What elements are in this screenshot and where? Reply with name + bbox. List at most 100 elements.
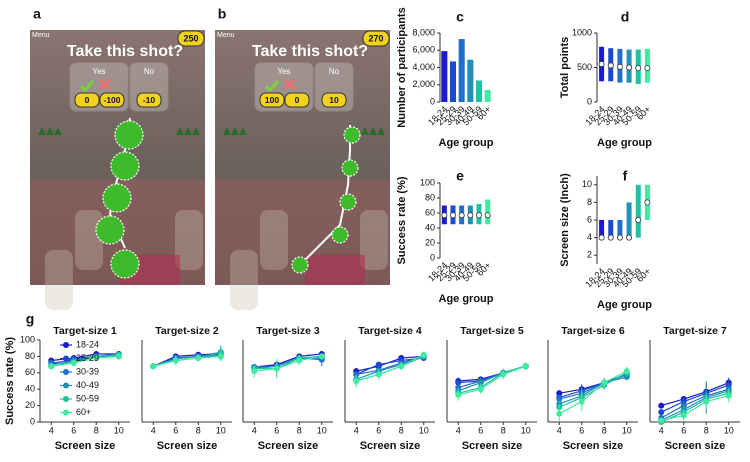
no-label: No <box>144 67 155 76</box>
y-tick-label: 4,000 <box>412 62 435 72</box>
target <box>110 151 140 181</box>
x-tick-label: 8 <box>196 425 201 435</box>
legend-label: 18-24 <box>76 339 99 349</box>
background-shape <box>75 210 103 270</box>
y-axis-label: Success rate (%) <box>396 176 408 264</box>
median <box>598 234 605 241</box>
background-shape <box>260 210 288 270</box>
point <box>556 410 563 417</box>
x-tick-label: 4 <box>252 425 257 435</box>
point <box>398 363 405 370</box>
points-badge <box>362 30 390 47</box>
point <box>455 379 462 386</box>
median <box>484 212 491 219</box>
point <box>70 359 77 366</box>
y-tick-label: 0 <box>30 416 35 426</box>
point <box>48 363 55 370</box>
x-tick-label: 8 <box>94 425 99 435</box>
point <box>115 353 122 360</box>
bar <box>467 59 474 102</box>
series-line <box>660 384 729 413</box>
point <box>420 351 427 358</box>
point <box>375 371 382 378</box>
value-badge <box>284 92 310 108</box>
point <box>195 355 202 362</box>
y-tick-label: 10 <box>582 179 592 189</box>
point <box>296 357 303 364</box>
goal <box>305 255 365 285</box>
x-tick-label: 4 <box>354 425 359 435</box>
point <box>658 409 665 416</box>
x-tick-label: 8 <box>297 425 302 435</box>
bar <box>458 39 465 102</box>
series-line <box>661 382 729 407</box>
x-tick-label: 6 <box>681 425 686 435</box>
legend-marker <box>63 396 69 402</box>
x-axis-label: Age group <box>439 293 494 305</box>
target <box>331 226 349 244</box>
check-icon <box>264 80 280 93</box>
point <box>658 417 665 424</box>
y-tick-label: 500 <box>577 62 592 72</box>
value: 0 <box>295 95 300 105</box>
point <box>500 371 507 378</box>
range-bar <box>608 220 614 238</box>
target <box>341 159 359 177</box>
x-tick-label: 4 <box>557 425 562 435</box>
x-tick-label: 6 <box>71 425 76 435</box>
median <box>626 234 633 241</box>
x-axis-label: Screen size <box>462 440 523 452</box>
range-bar <box>635 184 641 238</box>
median <box>635 216 642 223</box>
value-badge <box>259 92 285 108</box>
chart-title: Target-size 6 <box>561 325 625 337</box>
tree <box>192 127 200 135</box>
no-label: No <box>329 67 340 76</box>
series-line <box>559 376 627 400</box>
legend-label: 30-39 <box>76 366 99 376</box>
value-badge <box>74 92 100 108</box>
points: 270 <box>368 33 383 43</box>
series-line <box>661 395 729 421</box>
prompt: Take this shot? <box>67 43 183 60</box>
point <box>375 361 382 368</box>
median <box>458 212 465 219</box>
x-tick-label: 10 <box>216 425 226 435</box>
chart-title: Target-size 3 <box>256 325 320 337</box>
series-line <box>458 365 526 396</box>
series-line <box>661 392 729 423</box>
y-tick-label: 1000 <box>572 27 592 37</box>
tree <box>38 127 46 135</box>
bar <box>441 51 448 102</box>
median <box>475 212 482 219</box>
y-tick-label: 8,000 <box>412 27 435 37</box>
x-tick-label: 6 <box>478 425 483 435</box>
series-line <box>660 390 729 421</box>
range-bar <box>485 199 491 225</box>
cross-icon <box>283 78 296 91</box>
x-tick-label: 10 <box>419 425 429 435</box>
prompt: Take this shot? <box>252 43 368 60</box>
median <box>644 199 651 206</box>
median <box>449 212 456 219</box>
x-axis-label: Age group <box>439 137 494 149</box>
chart-title: Target-size 5 <box>460 325 524 337</box>
target <box>339 193 357 211</box>
value: 0 <box>85 95 90 105</box>
bar <box>475 80 483 102</box>
point <box>172 357 179 364</box>
legend-label: 50-59 <box>76 393 99 403</box>
tree <box>223 127 231 135</box>
series-line <box>559 372 628 408</box>
series-line <box>559 376 627 405</box>
y-axis-label: Total points <box>559 37 571 99</box>
y-tick-label: 0 <box>587 96 592 106</box>
point <box>680 412 687 419</box>
median <box>467 212 474 219</box>
series-line <box>558 370 628 415</box>
value-badge <box>321 92 347 108</box>
target <box>102 183 132 213</box>
point <box>150 363 157 370</box>
menu: Menu <box>217 32 235 39</box>
chart-title: Target-size 4 <box>358 325 422 337</box>
